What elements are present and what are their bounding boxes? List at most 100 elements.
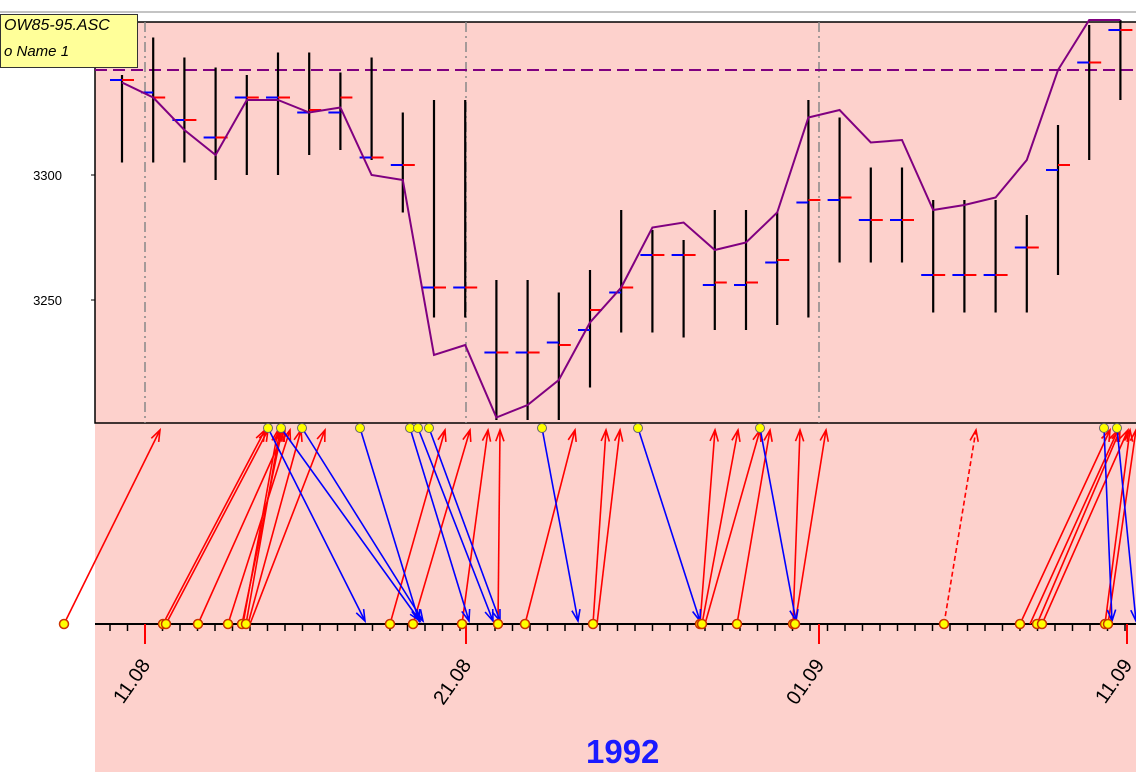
down-arrow-6 [428, 427, 501, 622]
down-arrow-7-head [571, 609, 581, 624]
up-arrow-17 [699, 429, 716, 625]
up-arrow-14-head [567, 427, 577, 443]
event-marker [192, 618, 204, 630]
event-marker [696, 618, 708, 630]
up-arrow-0 [63, 429, 161, 625]
y-tick-label-0: 3300 [33, 168, 62, 183]
up-arrow-1 [162, 429, 266, 625]
up-arrow-13-head [495, 427, 505, 442]
up-arrow-7 [245, 429, 281, 625]
file-name-label: OW85-95.ASC [4, 17, 110, 34]
up-arrow-26-head [1119, 427, 1129, 443]
event-marker [519, 618, 531, 630]
up-arrow-11-head [462, 427, 472, 443]
up-arrow-17-head [709, 427, 720, 442]
event-marker [1036, 618, 1048, 630]
moving-average-line [121, 19, 1121, 419]
up-arrow-0-head [150, 427, 162, 443]
down-arrow-10 [1103, 427, 1113, 622]
event-marker [938, 618, 950, 630]
event-marker [789, 618, 801, 630]
down-arrow-2 [301, 427, 424, 622]
up-arrow-22-head [819, 427, 830, 442]
up-arrow-22 [794, 429, 827, 625]
down-arrow-0 [267, 427, 366, 622]
up-arrow-4 [227, 429, 291, 625]
event-marker-top [276, 423, 286, 433]
up-arrow-15-head [600, 427, 611, 442]
up-arrow-23 [1019, 429, 1111, 625]
event-marker-top [424, 423, 434, 433]
up-arrow-21 [792, 429, 801, 625]
up-arrow-13 [497, 429, 501, 625]
down-arrow-9 [759, 427, 797, 622]
up-arrow-2 [165, 429, 269, 625]
up-arrow-21-head [794, 427, 805, 442]
down-arrow-0-head [355, 608, 367, 624]
up-arrow-28 [1107, 429, 1136, 625]
down-arrow-5 [417, 427, 494, 622]
down-arrow-11 [1116, 427, 1136, 622]
up-arrow-19 [704, 429, 761, 625]
series-name-label: o Name 1 [4, 43, 70, 60]
up-arrow-9 [249, 429, 326, 625]
event-marker-top [263, 423, 273, 433]
down-arrow-1 [280, 427, 421, 622]
up-arrow-11 [412, 429, 471, 625]
up-arrow-9-head [316, 427, 326, 443]
event-marker [222, 618, 234, 630]
up-arrow-24 [1029, 429, 1119, 625]
down-arrow-7 [541, 427, 579, 622]
event-marker [587, 618, 599, 630]
event-marker [384, 618, 396, 630]
up-arrow-20 [736, 429, 771, 625]
down-arrow-8 [637, 427, 701, 622]
down-arrow-11-head [1130, 609, 1136, 623]
up-arrow-dashed-head [969, 427, 980, 442]
event-marker [731, 618, 743, 630]
event-marker-top [537, 423, 547, 433]
event-marker [492, 618, 504, 630]
up-arrow-15 [592, 429, 607, 625]
event-marker [58, 618, 70, 630]
up-arrow-10-head [437, 427, 447, 443]
event-marker-top [355, 423, 365, 433]
event-marker [456, 618, 468, 630]
up-arrow-28-head [1129, 428, 1136, 441]
event-marker-top [633, 423, 643, 433]
up-arrow-12 [461, 429, 489, 625]
up-arrow-26 [1041, 429, 1129, 625]
down-arrow-4-head [461, 608, 471, 624]
price-panel-frame [94, 21, 1136, 424]
event-marker [407, 618, 419, 630]
up-arrow-18 [701, 429, 739, 625]
event-marker [1014, 618, 1026, 630]
event-marker [240, 618, 252, 630]
up-arrow-16-head [613, 427, 624, 442]
down-arrow-4 [409, 427, 470, 622]
up-arrow-27 [1104, 429, 1131, 625]
event-marker-top [413, 423, 423, 433]
event-marker-top [297, 423, 307, 433]
up-arrow-6 [242, 429, 279, 625]
down-arrow-3 [359, 427, 420, 622]
up-arrow-dashed [943, 429, 977, 625]
up-arrow-18-head [731, 427, 741, 442]
up-arrow-14 [524, 429, 576, 625]
up-arrow-3 [197, 429, 286, 625]
up-arrow-12-head [481, 427, 492, 442]
down-arrow-3-head [411, 608, 421, 624]
event-marker-top [1112, 423, 1122, 433]
event-marker-top [755, 423, 765, 433]
up-arrow-4-head [282, 427, 292, 443]
y-tick-label-1: 3250 [33, 293, 62, 308]
year-label: 1992 [586, 733, 660, 770]
up-arrow-8 [247, 429, 302, 625]
up-arrow-20-head [763, 427, 773, 442]
event-marker [1102, 618, 1114, 630]
series-legend-box[interactable]: OW85-95.ASC o Name 1 [0, 14, 138, 68]
up-arrow-16 [596, 429, 621, 625]
chart-background [95, 22, 1136, 772]
